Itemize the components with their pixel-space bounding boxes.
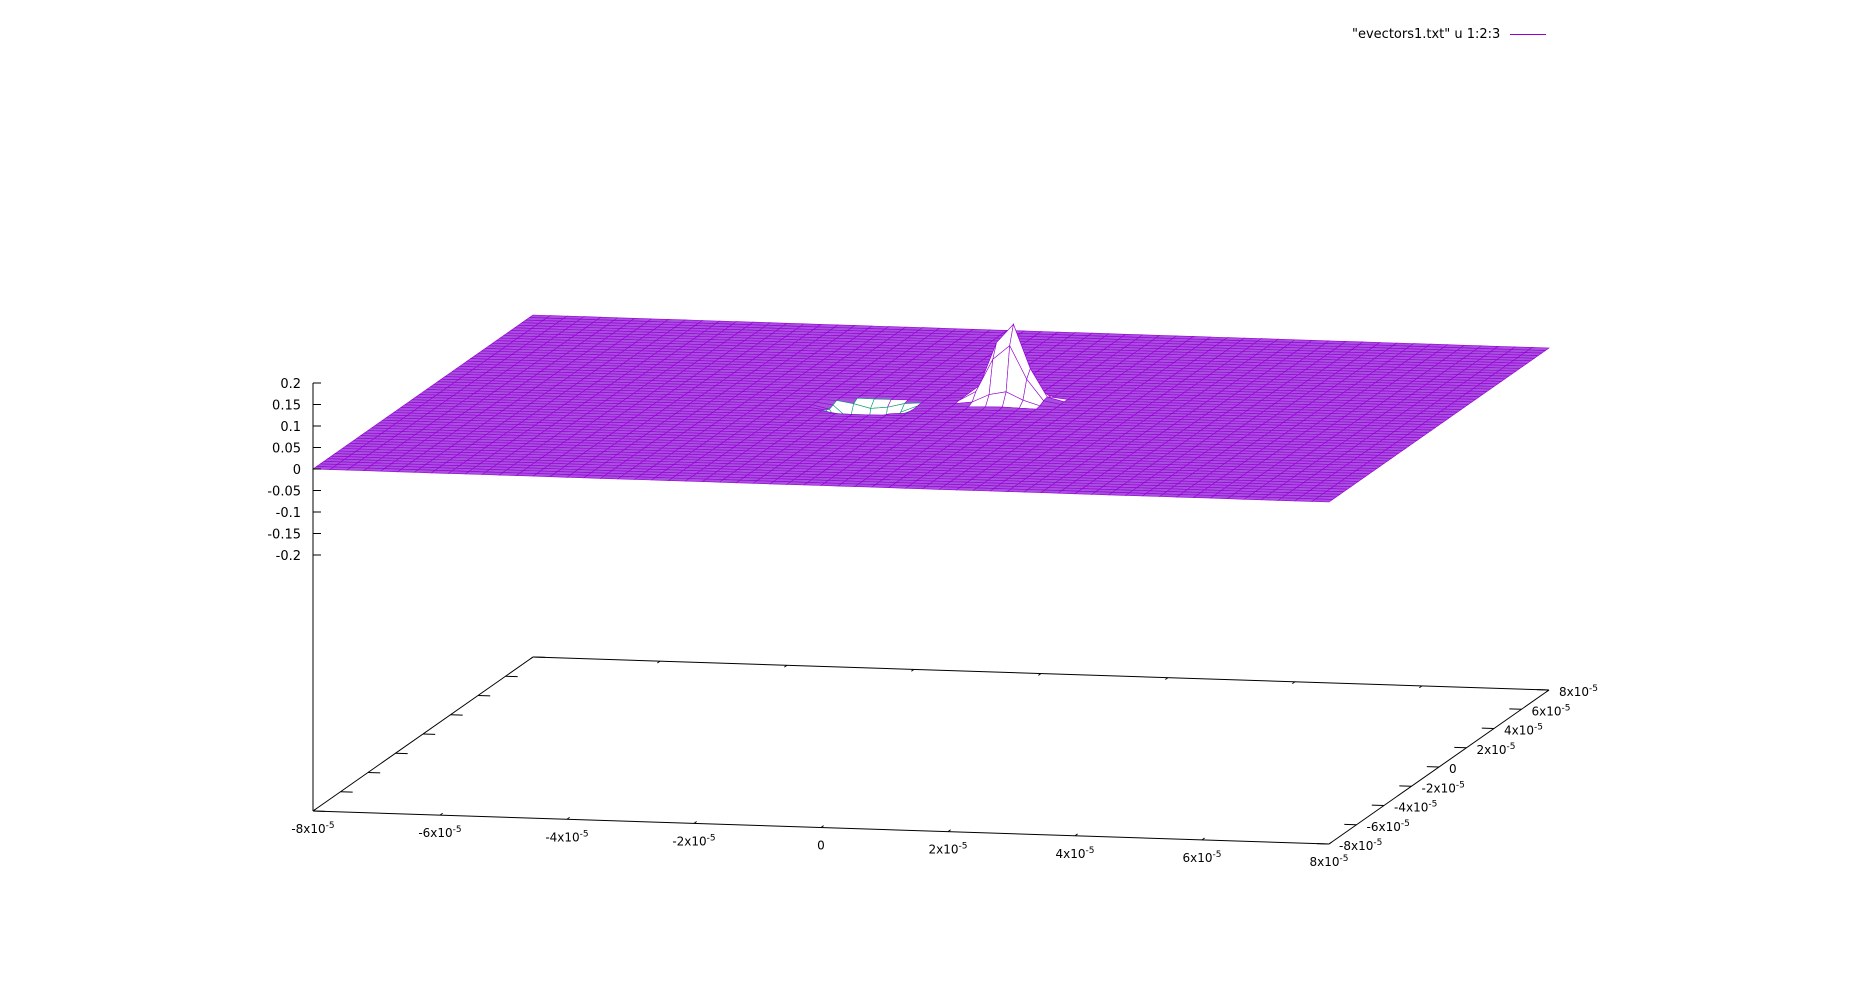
x-axis: -8x10-5 -6x10-5 -4x10-5 -2x10-5 0 2x10-5 4x10-… — [291, 657, 1549, 869]
x-tick — [1329, 842, 1332, 844]
x-tick-label: 6x10-5 — [1183, 850, 1222, 865]
x-tick-label: 8x10-5 — [1310, 854, 1349, 869]
y-tick-label: 4x10-5 — [1504, 723, 1543, 738]
x-tick-label: -8x10-5 — [291, 821, 334, 836]
x-tick-label: 2x10-5 — [929, 842, 968, 857]
z-axis: -0.2 -0.15 -0.1 -0.05 0 0.05 0.1 0.15 0.2 — [267, 377, 321, 811]
z-tick-label: -0.1 — [276, 506, 301, 521]
surface-mesh — [313, 315, 1549, 502]
z-tick-label: -0.2 — [276, 549, 301, 564]
y-axis: -8x10-5 -6x10-5 -4x10-5 -2x10-5 0 2x10-5 4x10-… — [313, 657, 1598, 853]
z-tick-label: 0.15 — [272, 399, 301, 414]
x-tick-label: 0 — [817, 839, 825, 853]
y-tick-label: -8x10-5 — [1339, 838, 1382, 853]
z-tick-label: 0.1 — [280, 420, 301, 435]
z-tick-label: 0.2 — [280, 377, 301, 392]
y-tick-label: 2x10-5 — [1477, 742, 1516, 757]
z-tick-label: 0.05 — [272, 442, 301, 457]
x-tick-mirror — [530, 657, 533, 659]
y-tick-label: -4x10-5 — [1394, 800, 1437, 815]
base-frame — [313, 657, 1549, 844]
z-tick-label: 0 — [293, 463, 301, 478]
legend-line-sample — [1510, 34, 1546, 35]
surface-cell — [1312, 499, 1333, 502]
x-tick-label: -4x10-5 — [545, 829, 588, 844]
legend-label: "evectors1.txt" u 1:2:3 — [1352, 27, 1500, 42]
x-tick-label: -6x10-5 — [418, 825, 461, 840]
x-tick-label: -2x10-5 — [672, 833, 715, 848]
x-tick-label: 4x10-5 — [1056, 846, 1095, 861]
z-tick-label: -0.15 — [267, 528, 301, 543]
z-tick-label: -0.05 — [267, 485, 301, 500]
legend: "evectors1.txt" u 1:2:3 — [1352, 24, 1546, 44]
y-tick-label: -2x10-5 — [1422, 780, 1465, 795]
y-tick-label: 8x10-5 — [1559, 684, 1598, 699]
y-tick-label: 6x10-5 — [1532, 703, 1571, 718]
y-tick-label: -6x10-5 — [1367, 819, 1410, 834]
y-tick-label: 0 — [1449, 762, 1457, 776]
